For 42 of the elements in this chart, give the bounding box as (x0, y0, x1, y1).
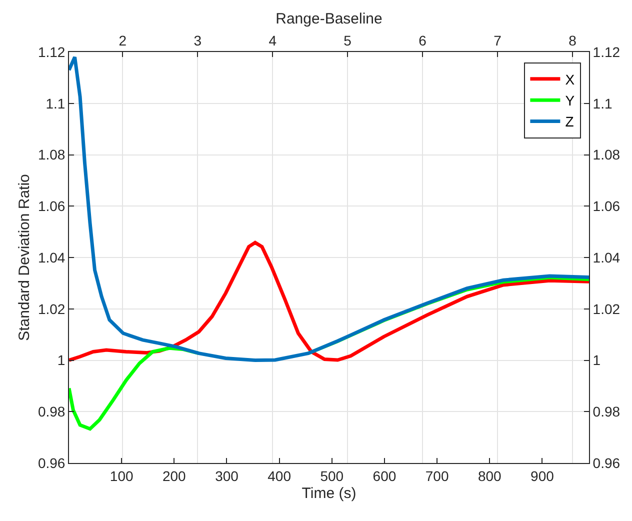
legend-label: X (565, 71, 576, 88)
x2-tick-label: 8 (568, 32, 577, 48)
x-tick-label: 900 (530, 468, 554, 484)
x-tick-label: 200 (162, 468, 186, 484)
y-tick-label: 0.98 (38, 404, 66, 420)
y-tick-label: 1.1 (46, 95, 66, 112)
y-tick-label: 1 (57, 352, 66, 368)
x-tick-label: 400 (268, 468, 292, 484)
x2-tick-label: 6 (418, 32, 427, 48)
y2-tick-label: 0.96 (592, 454, 620, 471)
y-tick-label: 1.04 (38, 249, 66, 266)
x2-tick-label: 4 (268, 32, 277, 48)
x-tick-label: 300 (215, 468, 239, 484)
y2-tick-label: 1.06 (592, 198, 620, 214)
x-tick-label: 800 (478, 468, 502, 484)
y-tick-label: 1.12 (38, 44, 66, 60)
x2-tick-label: 5 (344, 32, 352, 48)
x2-tick-label: 7 (494, 32, 502, 48)
x-tick-label: 500 (320, 468, 344, 484)
y2-tick-label: 1.02 (592, 300, 620, 317)
y2-tick-label: 1 (592, 352, 601, 368)
y2-tick-label: 1.12 (592, 44, 620, 60)
x2-axis-title: Range-Baseline (276, 10, 382, 28)
y-tick-label: 1.06 (38, 198, 66, 214)
legend-label: Z (565, 114, 574, 130)
y2-tick-label: 1.08 (592, 146, 620, 163)
y-tick-label: 0.96 (38, 454, 66, 471)
y-tick-label: 1.02 (38, 300, 66, 317)
x2-tick-label: 3 (194, 32, 202, 48)
line-series (69, 240, 589, 362)
x-tick-label: 700 (425, 468, 449, 484)
x-axis-title: Time (s) (302, 484, 356, 502)
y2-tick-label: 1.04 (592, 249, 620, 266)
y2-tick-label: 0.98 (592, 404, 620, 420)
x-tick-label: 600 (372, 468, 396, 484)
x-tick-label: 100 (110, 468, 134, 484)
x2-tick-label: 2 (118, 32, 127, 48)
y-axis-title: Standard Deviation Ratio (16, 174, 34, 341)
y2-tick-label: 1.1 (592, 95, 612, 112)
y-tick-label: 1.08 (38, 146, 66, 163)
legend-label: Y (565, 92, 576, 109)
line-series (69, 55, 589, 362)
